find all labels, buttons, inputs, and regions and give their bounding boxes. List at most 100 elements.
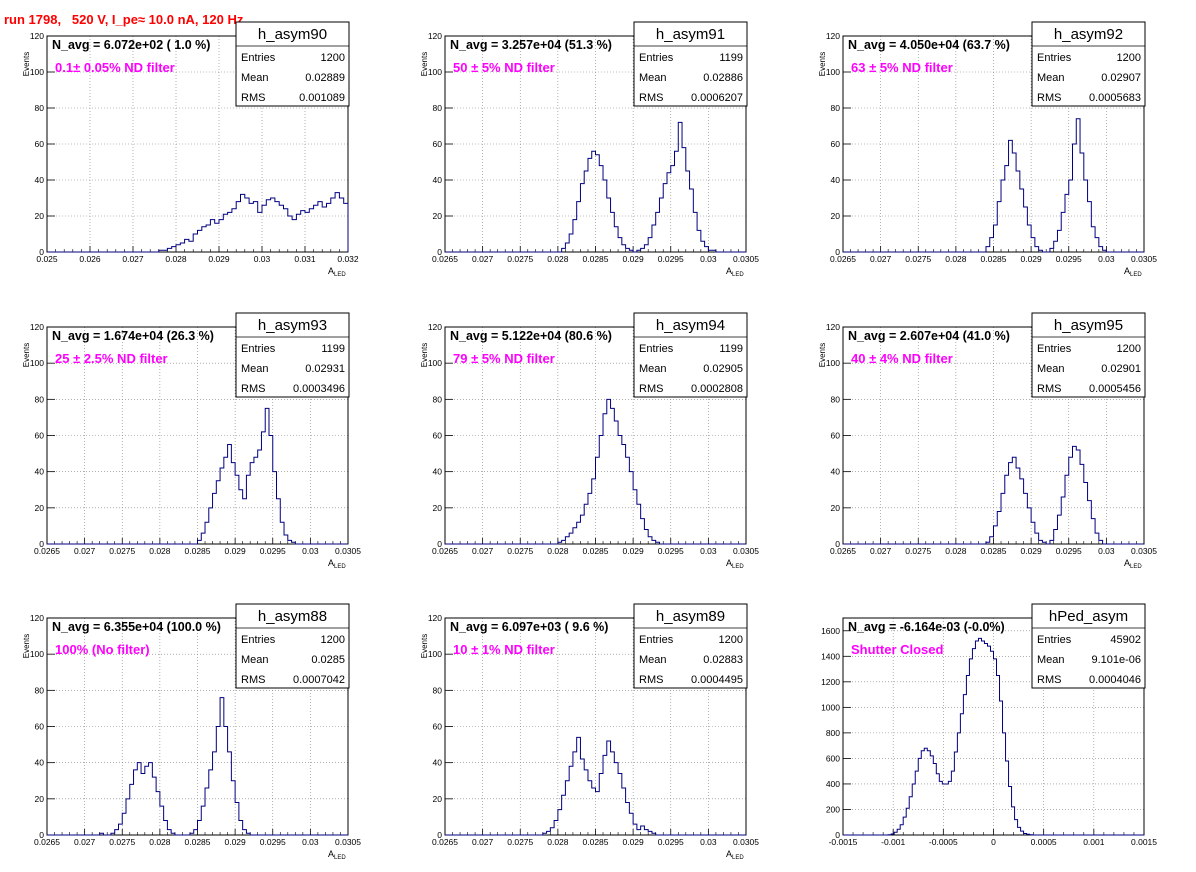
y-axis-title: Events (818, 52, 827, 76)
y-tick-label: 100 (30, 358, 44, 368)
y-axis-title: Events (420, 52, 429, 76)
stats-box (235, 603, 350, 689)
y-tick-label: 20 (433, 211, 443, 221)
histogram-panel-h_asym88: 0.0265 0.027 0.0275 0.028 0.0285 0.029 0.0295 0… (22, 603, 361, 861)
y-tick-label: 60 (35, 722, 45, 732)
stats-value: 45902 (1110, 634, 1141, 646)
x-tick-label: 0.028 (165, 254, 187, 264)
histogram-line (843, 445, 1144, 545)
stats-box (633, 312, 748, 398)
n-avg-label: N_avg = 3.257e+04 (51.3 %) (450, 38, 612, 52)
stats-value: 0.001089 (299, 92, 345, 104)
x-tick-label: 0.0295 (1056, 254, 1082, 264)
x-axis-title-subscript: LED (732, 272, 744, 278)
x-tick-label: 0.03 (302, 837, 319, 847)
x-tick-label: 0.0265 (432, 546, 458, 556)
stats-label: Entries (639, 52, 674, 64)
stats-label: Mean (241, 363, 269, 375)
x-tick-label: 0.001 (1083, 837, 1105, 847)
stats-value: 0.0003496 (293, 383, 345, 395)
filter-note: Shutter Closed (851, 642, 944, 657)
y-tick-label: 120 (826, 31, 840, 41)
y-tick-label: 0 (39, 830, 44, 840)
stats-hist-name: h_asym93 (258, 317, 327, 334)
x-tick-label: 0.028 (149, 837, 171, 847)
x-tick-label: 0.0285 (583, 546, 609, 556)
y-tick-label: 120 (30, 613, 44, 623)
x-tick-label: 0.029 (622, 254, 644, 264)
stats-box (235, 312, 350, 398)
x-tick-label: 0.029 (1020, 546, 1042, 556)
histogram-line (445, 398, 746, 545)
y-tick-label: 0 (437, 830, 442, 840)
n-avg-label: N_avg = 1.674e+04 (26.3 %) (52, 329, 214, 343)
x-tick-label: 0.0285 (185, 837, 211, 847)
x-tick-label: 0.029 (622, 837, 644, 847)
stats-hist-name: hPed_asym (1049, 608, 1128, 625)
n-avg-label: N_avg = 6.097e+03 ( 9.6 %) (450, 620, 608, 634)
x-tick-label: 0.029 (1020, 254, 1042, 264)
y-tick-label: 60 (831, 139, 841, 149)
stats-value: 0.0002808 (691, 383, 743, 395)
stats-value: 0.02901 (1101, 363, 1141, 375)
n-avg-label: N_avg = -6.164e-03 (-0.0%) (848, 620, 1005, 634)
x-tick-label: 0.0305 (335, 546, 361, 556)
stats-label: RMS (1037, 674, 1061, 686)
stats-value: 0.0005683 (1089, 92, 1141, 104)
histogram-panel-h_asym94: 0.0265 0.027 0.0275 0.028 0.0285 0.029 0.0295 0… (420, 312, 759, 570)
y-tick-label: 80 (831, 394, 841, 404)
stats-value: 1199 (719, 343, 743, 355)
x-tick-label: 0.027 (472, 837, 494, 847)
n-avg-label: N_avg = 5.122e+04 (80.6 %) (450, 329, 612, 343)
x-tick-label: 0.0285 (185, 546, 211, 556)
x-tick-label: 0.0285 (981, 254, 1007, 264)
histogram-panel-h_asym93: 0.0265 0.027 0.0275 0.028 0.0285 0.029 0.0295 0… (22, 312, 361, 570)
y-tick-label: 1600 (821, 626, 840, 636)
histogram-line (47, 697, 348, 836)
y-tick-label: 0 (437, 539, 442, 549)
y-tick-label: 120 (30, 31, 44, 41)
x-tick-label: 0.031 (294, 254, 316, 264)
filter-note: 10 ± 1% ND filter (453, 642, 555, 657)
y-tick-label: 40 (35, 467, 45, 477)
stats-hist-name: h_asym89 (656, 608, 725, 625)
stats-label: RMS (639, 383, 663, 395)
stats-value: 1199 (321, 343, 345, 355)
filter-note: 50 ± 5% ND filter (453, 60, 555, 75)
histogram-line (843, 118, 1144, 253)
x-tick-label: -0.0005 (929, 837, 958, 847)
stats-value: 1199 (719, 52, 743, 64)
x-tick-label: 0.027 (870, 254, 892, 264)
y-tick-label: 120 (826, 322, 840, 332)
x-tick-label: 0.028 (149, 546, 171, 556)
x-tick-label: 0.0275 (507, 837, 533, 847)
x-tick-label: 0.0275 (507, 254, 533, 264)
stats-box (633, 21, 748, 107)
y-tick-label: 600 (826, 753, 840, 763)
stats-label: Mean (639, 654, 667, 666)
y-tick-label: 80 (433, 394, 443, 404)
stats-label: RMS (241, 383, 265, 395)
n-avg-label: N_avg = 6.355e+04 (100.0 %) (52, 620, 221, 634)
x-tick-label: 0.03 (302, 546, 319, 556)
x-axis-title: ALED (328, 849, 346, 861)
x-tick-label: 0.029 (224, 837, 246, 847)
filter-note: 25 ± 2.5% ND filter (55, 351, 168, 366)
stats-box (1031, 603, 1146, 689)
stats-label: Entries (1037, 343, 1072, 355)
x-tick-label: 0.0285 (981, 546, 1007, 556)
y-tick-label: 0 (835, 830, 840, 840)
x-axis-title-subscript: LED (334, 272, 346, 278)
x-tick-label: 0.027 (472, 254, 494, 264)
y-tick-label: 60 (433, 139, 443, 149)
x-tick-label: -0.0015 (829, 837, 858, 847)
y-tick-label: 80 (35, 394, 45, 404)
x-tick-label: 0.0275 (905, 546, 931, 556)
stats-label: RMS (241, 674, 265, 686)
y-tick-label: 100 (30, 67, 44, 77)
x-axis-title-subscript: LED (732, 855, 744, 861)
stats-value: 1200 (321, 52, 345, 64)
x-tick-label: 0.0295 (260, 546, 286, 556)
x-tick-label: 0.026 (79, 254, 101, 264)
